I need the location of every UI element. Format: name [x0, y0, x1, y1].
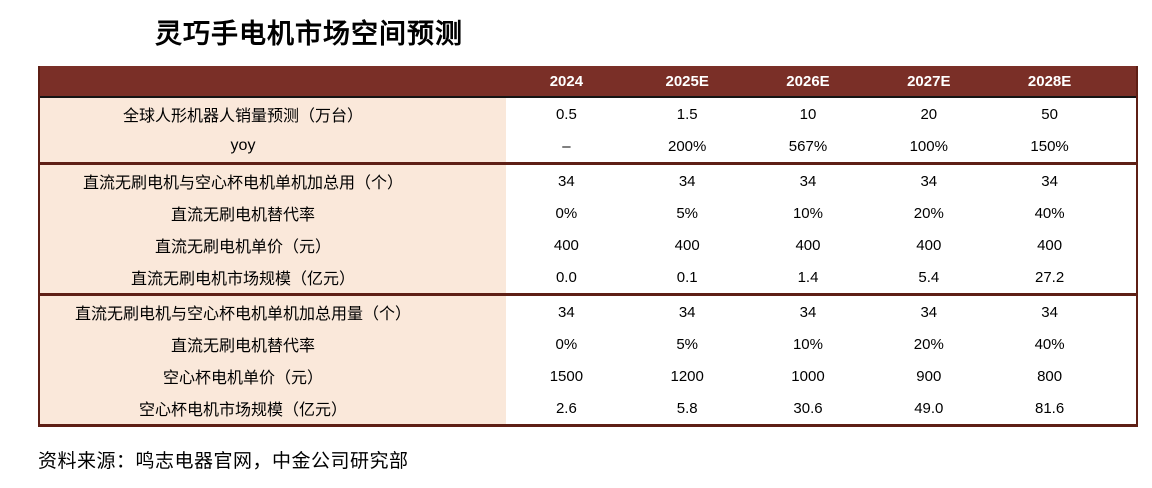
value-cell: 800	[1037, 367, 1063, 385]
value-cell: 150%	[1030, 137, 1069, 155]
row-label: 全球人形机器人销量预测（万台）	[40, 98, 506, 130]
value-cell: 40%	[1034, 204, 1065, 222]
value-cell: 34	[678, 303, 696, 321]
value-cell: 400	[916, 236, 942, 254]
value-cell: 10%	[792, 204, 823, 222]
value-cell: 1.4	[797, 268, 819, 286]
value-cell: 200%	[668, 137, 707, 155]
value-cell: 1.5	[676, 105, 698, 123]
value-cell: 34	[1041, 172, 1058, 190]
forecast-table: 2024 2025E 2026E 2027E 2028E 全球人形机器人销量预测（万台）…	[38, 66, 1138, 427]
value-cell: 34	[799, 172, 817, 190]
value-cell: 0%	[555, 335, 578, 353]
column-header: 2025E	[665, 72, 709, 90]
row-label: 直流无刷电机市场规模（亿元）	[40, 261, 506, 293]
page-title: 灵巧手电机市场空间预测	[155, 19, 463, 49]
table-row: yoy – 200% 567% 100% 150%	[40, 130, 1136, 162]
table-row: 直流无刷电机替代率 0% 5% 10% 20% 40%	[40, 328, 1136, 360]
value-cell: 10%	[792, 335, 823, 353]
value-cell: 34	[920, 172, 938, 190]
value-cell: 1200	[670, 367, 704, 385]
table-row: 空心杯电机市场规模（亿元） 2.6 5.8 30.6 49.0 81.6	[40, 392, 1136, 424]
table-row: 直流无刷电机替代率 0% 5% 10% 20% 40%	[40, 197, 1136, 229]
table-row: 直流无刷电机单价（元） 400 400 400 400 400	[40, 229, 1136, 261]
value-cell: 49.0	[914, 399, 944, 417]
value-cell: 2.6	[555, 399, 577, 417]
value-cell: 100%	[909, 137, 948, 155]
value-cell: 34	[920, 303, 938, 321]
row-label: 直流无刷电机替代率	[40, 328, 506, 360]
table-header-row: 2024 2025E 2026E 2027E 2028E	[40, 66, 1136, 98]
value-cell: 400	[553, 236, 579, 254]
value-cell: 34	[558, 172, 575, 190]
value-cell: 27.2	[1034, 268, 1065, 286]
value-cell: 5%	[676, 204, 699, 222]
value-cell: 20%	[913, 335, 944, 353]
value-cell: 5%	[676, 335, 699, 353]
value-cell: 5.8	[676, 399, 698, 417]
value-cell: 400	[1037, 236, 1063, 254]
value-cell: 1500	[549, 367, 584, 385]
row-label: 直流无刷电机与空心杯电机单机加总用（个）	[40, 165, 506, 197]
table-section: 直流无刷电机与空心杯电机单机加总用（个） 34 34 34 34 34 直流无刷电机替代率 0…	[40, 162, 1136, 293]
table-row: 直流无刷电机与空心杯电机单机加总用量（个） 34 34 34 34 34	[40, 296, 1136, 328]
value-cell: 40%	[1034, 335, 1065, 353]
column-header: 2028E	[1027, 72, 1072, 90]
table-row: 空心杯电机单价（元） 1500 1200 1000 900 800	[40, 360, 1136, 392]
table-body: 全球人形机器人销量预测（万台） 0.5 1.5 10 20 50 yoy – 200% 567% 1…	[40, 98, 1136, 424]
value-cell: 0.0	[555, 268, 577, 286]
table-section: 全球人形机器人销量预测（万台） 0.5 1.5 10 20 50 yoy – 200% 567% 1…	[40, 98, 1136, 162]
value-cell: 34	[1041, 303, 1058, 321]
row-label: 直流无刷电机替代率	[40, 197, 506, 229]
value-cell: 567%	[788, 137, 828, 155]
table-row: 直流无刷电机市场规模（亿元） 0.0 0.1 1.4 5.4 27.2	[40, 261, 1136, 293]
table-section: 直流无刷电机与空心杯电机单机加总用量（个） 34 34 34 34 34 直流无刷电机替代率…	[40, 293, 1136, 424]
value-cell: 34	[799, 303, 817, 321]
table-row: 全球人形机器人销量预测（万台） 0.5 1.5 10 20 50	[40, 98, 1136, 130]
row-label: yoy	[40, 130, 506, 162]
value-cell: 400	[795, 236, 821, 254]
row-label: 空心杯电机单价（元）	[40, 360, 506, 392]
value-cell: 0.1	[676, 268, 698, 286]
row-label: 直流无刷电机与空心杯电机单机加总用量（个）	[40, 296, 506, 328]
column-header: 2027E	[907, 72, 951, 90]
value-cell: 81.6	[1034, 399, 1065, 417]
source-note: 资料来源：鸣志电器官网，中金公司研究部	[38, 451, 409, 472]
value-cell: 20%	[913, 204, 944, 222]
value-cell: 20	[920, 105, 938, 123]
value-cell: 400	[674, 236, 700, 254]
value-cell: 34	[678, 172, 696, 190]
value-cell: 0%	[555, 204, 578, 222]
row-label: 空心杯电机市场规模（亿元）	[40, 392, 506, 424]
column-header: 2024	[549, 72, 584, 90]
row-label: 直流无刷电机单价（元）	[40, 229, 506, 261]
column-header: 2026E	[786, 72, 830, 90]
table-row: 直流无刷电机与空心杯电机单机加总用（个） 34 34 34 34 34	[40, 165, 1136, 197]
value-cell: 0.5	[555, 105, 577, 123]
value-cell: –	[562, 137, 571, 155]
value-cell: 30.6	[793, 399, 823, 417]
value-cell: 10	[799, 105, 817, 123]
value-cell: 34	[558, 303, 575, 321]
value-cell: 50	[1041, 105, 1058, 123]
value-cell: 5.4	[918, 268, 940, 286]
value-cell: 900	[916, 367, 942, 385]
value-cell: 1000	[791, 367, 825, 385]
